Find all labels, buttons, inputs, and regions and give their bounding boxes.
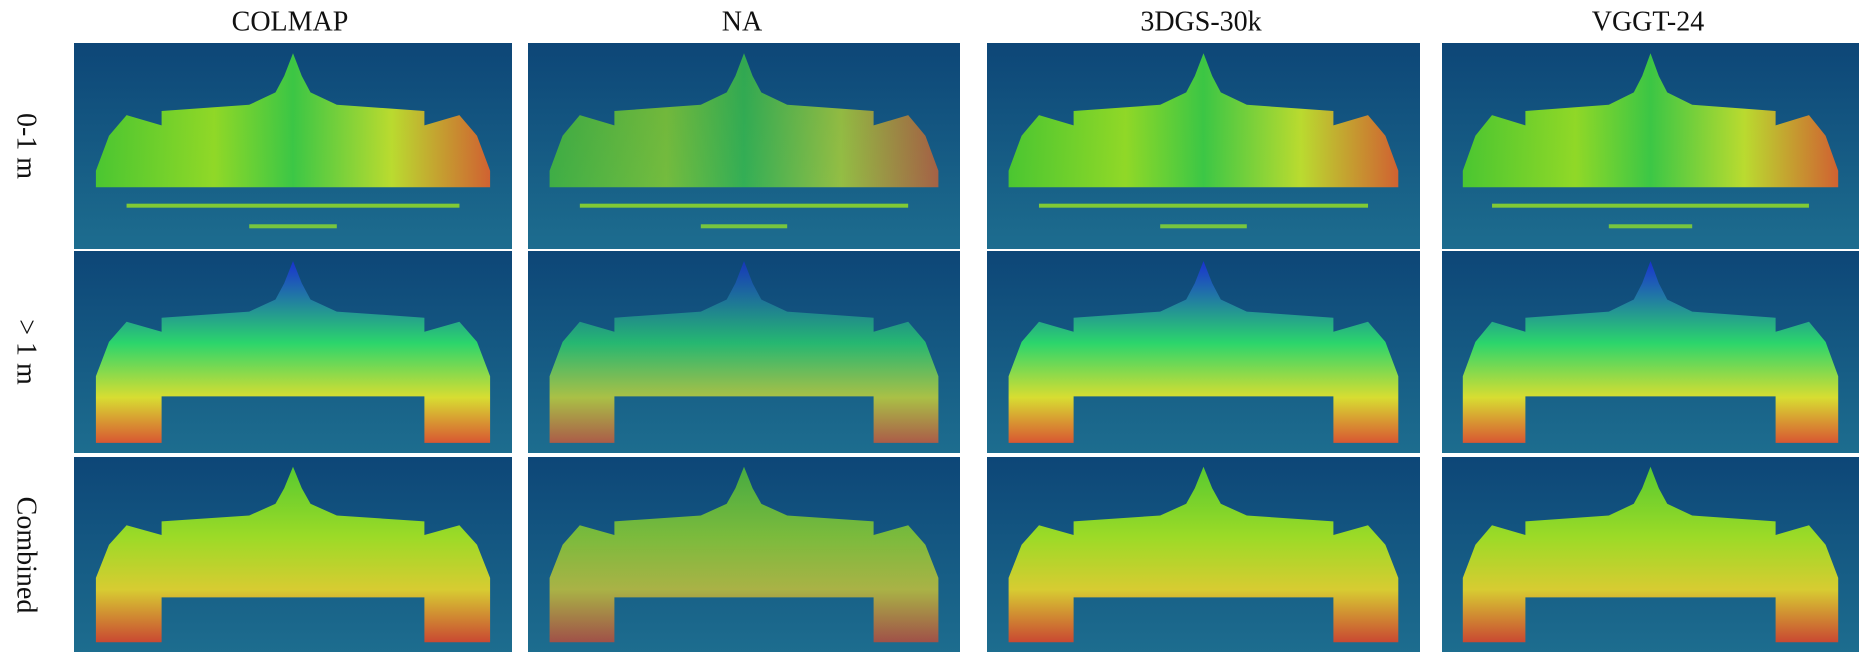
ground-strip [1609, 224, 1692, 228]
column-header: NA [722, 6, 763, 37]
ground-strip [127, 204, 460, 208]
column-header: 3DGS-30k [1140, 6, 1261, 37]
ground-strip [701, 224, 787, 228]
column-header: COLMAP [232, 6, 349, 37]
figure: COLMAP NA 3DGS-30k VGGT-24 0-1 m > 1 m Combine… [0, 0, 1859, 655]
page: {"figure": {"columns": ["COLMAP", "NA", … [0, 0, 1859, 655]
ground-strip [1039, 204, 1368, 208]
ground-strip [249, 224, 337, 228]
row-label: > 1 m [11, 319, 42, 385]
ground-strip [1492, 204, 1809, 208]
column-header: VGGT-24 [1592, 6, 1705, 37]
row-label: Combined [11, 497, 42, 614]
ground-strip [580, 204, 908, 208]
row-label: 0-1 m [11, 113, 42, 179]
ground-strip [1160, 224, 1247, 228]
